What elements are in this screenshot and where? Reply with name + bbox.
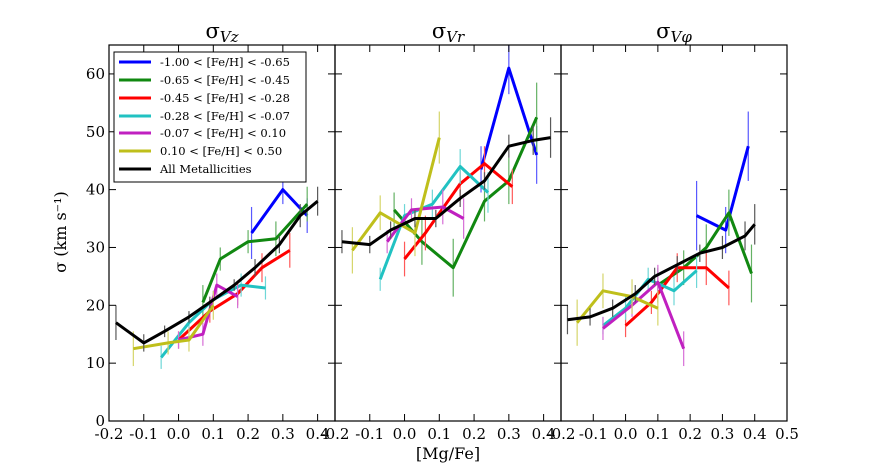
legend: -1.00 < [Fe/H] < -0.65 -0.65 < [Fe/H] < … xyxy=(113,51,307,183)
x-tick-label: 0.3 xyxy=(271,425,295,443)
plot-area xyxy=(566,111,756,367)
series xyxy=(657,189,753,303)
x-tick-label: 0.3 xyxy=(497,425,521,443)
x-tick-label: -0.2 xyxy=(95,425,124,443)
legend-entry: -0.28 < [Fe/H] < -0.07 xyxy=(119,109,290,123)
y-tick-label: 50 xyxy=(86,123,105,141)
series-line xyxy=(602,280,686,350)
x-tick-label: -0.2 xyxy=(547,425,576,443)
panel-1: -0.2 -0.1 0.0 0.1 0.2 0.3 0.4 0 10 20 30 40 50 60 σVz xyxy=(86,19,336,443)
panel-title-symbol: σ xyxy=(656,19,670,43)
series-line xyxy=(602,269,698,327)
y-tick-label: 10 xyxy=(86,354,105,372)
series-line xyxy=(133,304,215,351)
panel-title-symbol: σ xyxy=(205,19,219,43)
x-tick-label: -0.2 xyxy=(321,425,350,443)
legend-label: -1.00 < [Fe/H] < -0.65 xyxy=(160,55,290,69)
x-tick-label: -0.1 xyxy=(129,425,158,443)
y-tick-label: 30 xyxy=(86,238,105,256)
x-tick-label: 0.0 xyxy=(393,425,417,443)
x-tick-label: 0.1 xyxy=(427,425,451,443)
x-tick-label: 0.4 xyxy=(743,425,767,443)
legend-entry: -0.07 < [Fe/H] < 0.10 xyxy=(119,126,286,140)
legend-label: -0.28 < [Fe/H] < -0.07 xyxy=(160,109,290,123)
series-line xyxy=(378,165,490,280)
legend-entry: -0.45 < [Fe/H] < -0.28 xyxy=(119,91,290,105)
series-line xyxy=(341,136,551,247)
legend-label: -0.07 < [Fe/H] < 0.10 xyxy=(160,126,286,140)
panel-2: -0.2 -0.1 0.0 0.1 0.2 0.3 0.4 σVr xyxy=(321,19,562,443)
x-tick-label: 0.4 xyxy=(306,425,330,443)
legend-label: -0.45 < [Fe/H] < -0.28 xyxy=(160,91,290,105)
x-tick-label: 0.3 xyxy=(710,425,734,443)
y-tick-label: 20 xyxy=(86,296,105,314)
panel-title: σVφ xyxy=(656,19,692,46)
x-tick-label: 0.0 xyxy=(614,425,638,443)
x-tick-label: 0.4 xyxy=(532,425,556,443)
panel-title: σVr xyxy=(432,19,465,46)
legend-label: All Metallicities xyxy=(159,162,252,176)
panel-title-symbol: σ xyxy=(432,19,446,43)
y-tick-label: 60 xyxy=(86,65,105,83)
series xyxy=(392,82,539,297)
legend-label: -0.65 < [Fe/H] < -0.45 xyxy=(160,73,290,87)
x-tick-label: 0.2 xyxy=(236,425,260,443)
x-tick-label: 0.2 xyxy=(462,425,486,443)
x-tick-label: 0.5 xyxy=(775,425,799,443)
panel-title-subscript: Vr xyxy=(446,28,465,46)
panel-3: -0.2 -0.1 0.0 0.1 0.2 0.3 0.4 0.5 σVφ xyxy=(547,19,799,443)
series xyxy=(695,111,750,254)
x-axis-label: [Mg/Fe] xyxy=(416,444,480,463)
series-line xyxy=(657,211,753,287)
panel-frame xyxy=(560,44,788,422)
series xyxy=(351,111,441,274)
series xyxy=(160,273,267,369)
series-line xyxy=(695,145,750,232)
y-tick-label: 0 xyxy=(95,412,105,430)
legend-entry: All Metallicities xyxy=(119,162,252,176)
series-line xyxy=(201,203,309,303)
panel-title-subscript: Vz xyxy=(220,28,239,46)
series-line xyxy=(479,66,539,170)
panel-title: σVz xyxy=(205,19,238,46)
y-tick-label: 40 xyxy=(86,181,105,199)
legend-entry: 0.10 < [Fe/H] < 0.50 xyxy=(119,144,282,158)
series xyxy=(115,186,319,352)
plot-area xyxy=(341,45,552,297)
series xyxy=(566,204,756,335)
series-line xyxy=(250,188,309,234)
x-tick-label: 0.2 xyxy=(678,425,702,443)
series-line xyxy=(351,137,441,252)
x-tick-label: 0.1 xyxy=(646,425,670,443)
x-tick-label: -0.1 xyxy=(355,425,384,443)
plot-area xyxy=(115,175,319,369)
x-tick-label: -0.1 xyxy=(579,425,608,443)
series-line xyxy=(567,223,756,322)
series xyxy=(575,273,659,346)
series-line xyxy=(575,289,659,324)
legend-entry: -1.00 < [Fe/H] < -0.65 xyxy=(119,55,290,69)
panel-title-subscript: Vφ xyxy=(671,28,693,46)
series-line xyxy=(115,200,319,345)
y-axis-label: σ (km s⁻¹) xyxy=(51,191,70,273)
series xyxy=(341,117,552,254)
x-tick-label: 0.0 xyxy=(167,425,191,443)
legend-entry: -0.65 < [Fe/H] < -0.45 xyxy=(119,73,290,87)
panel-frame xyxy=(334,44,562,422)
series xyxy=(132,290,215,367)
series xyxy=(602,264,686,367)
series xyxy=(201,186,309,320)
series-line xyxy=(392,116,539,270)
x-tick-label: 0.1 xyxy=(201,425,225,443)
legend-label: 0.10 < [Fe/H] < 0.50 xyxy=(160,144,282,158)
